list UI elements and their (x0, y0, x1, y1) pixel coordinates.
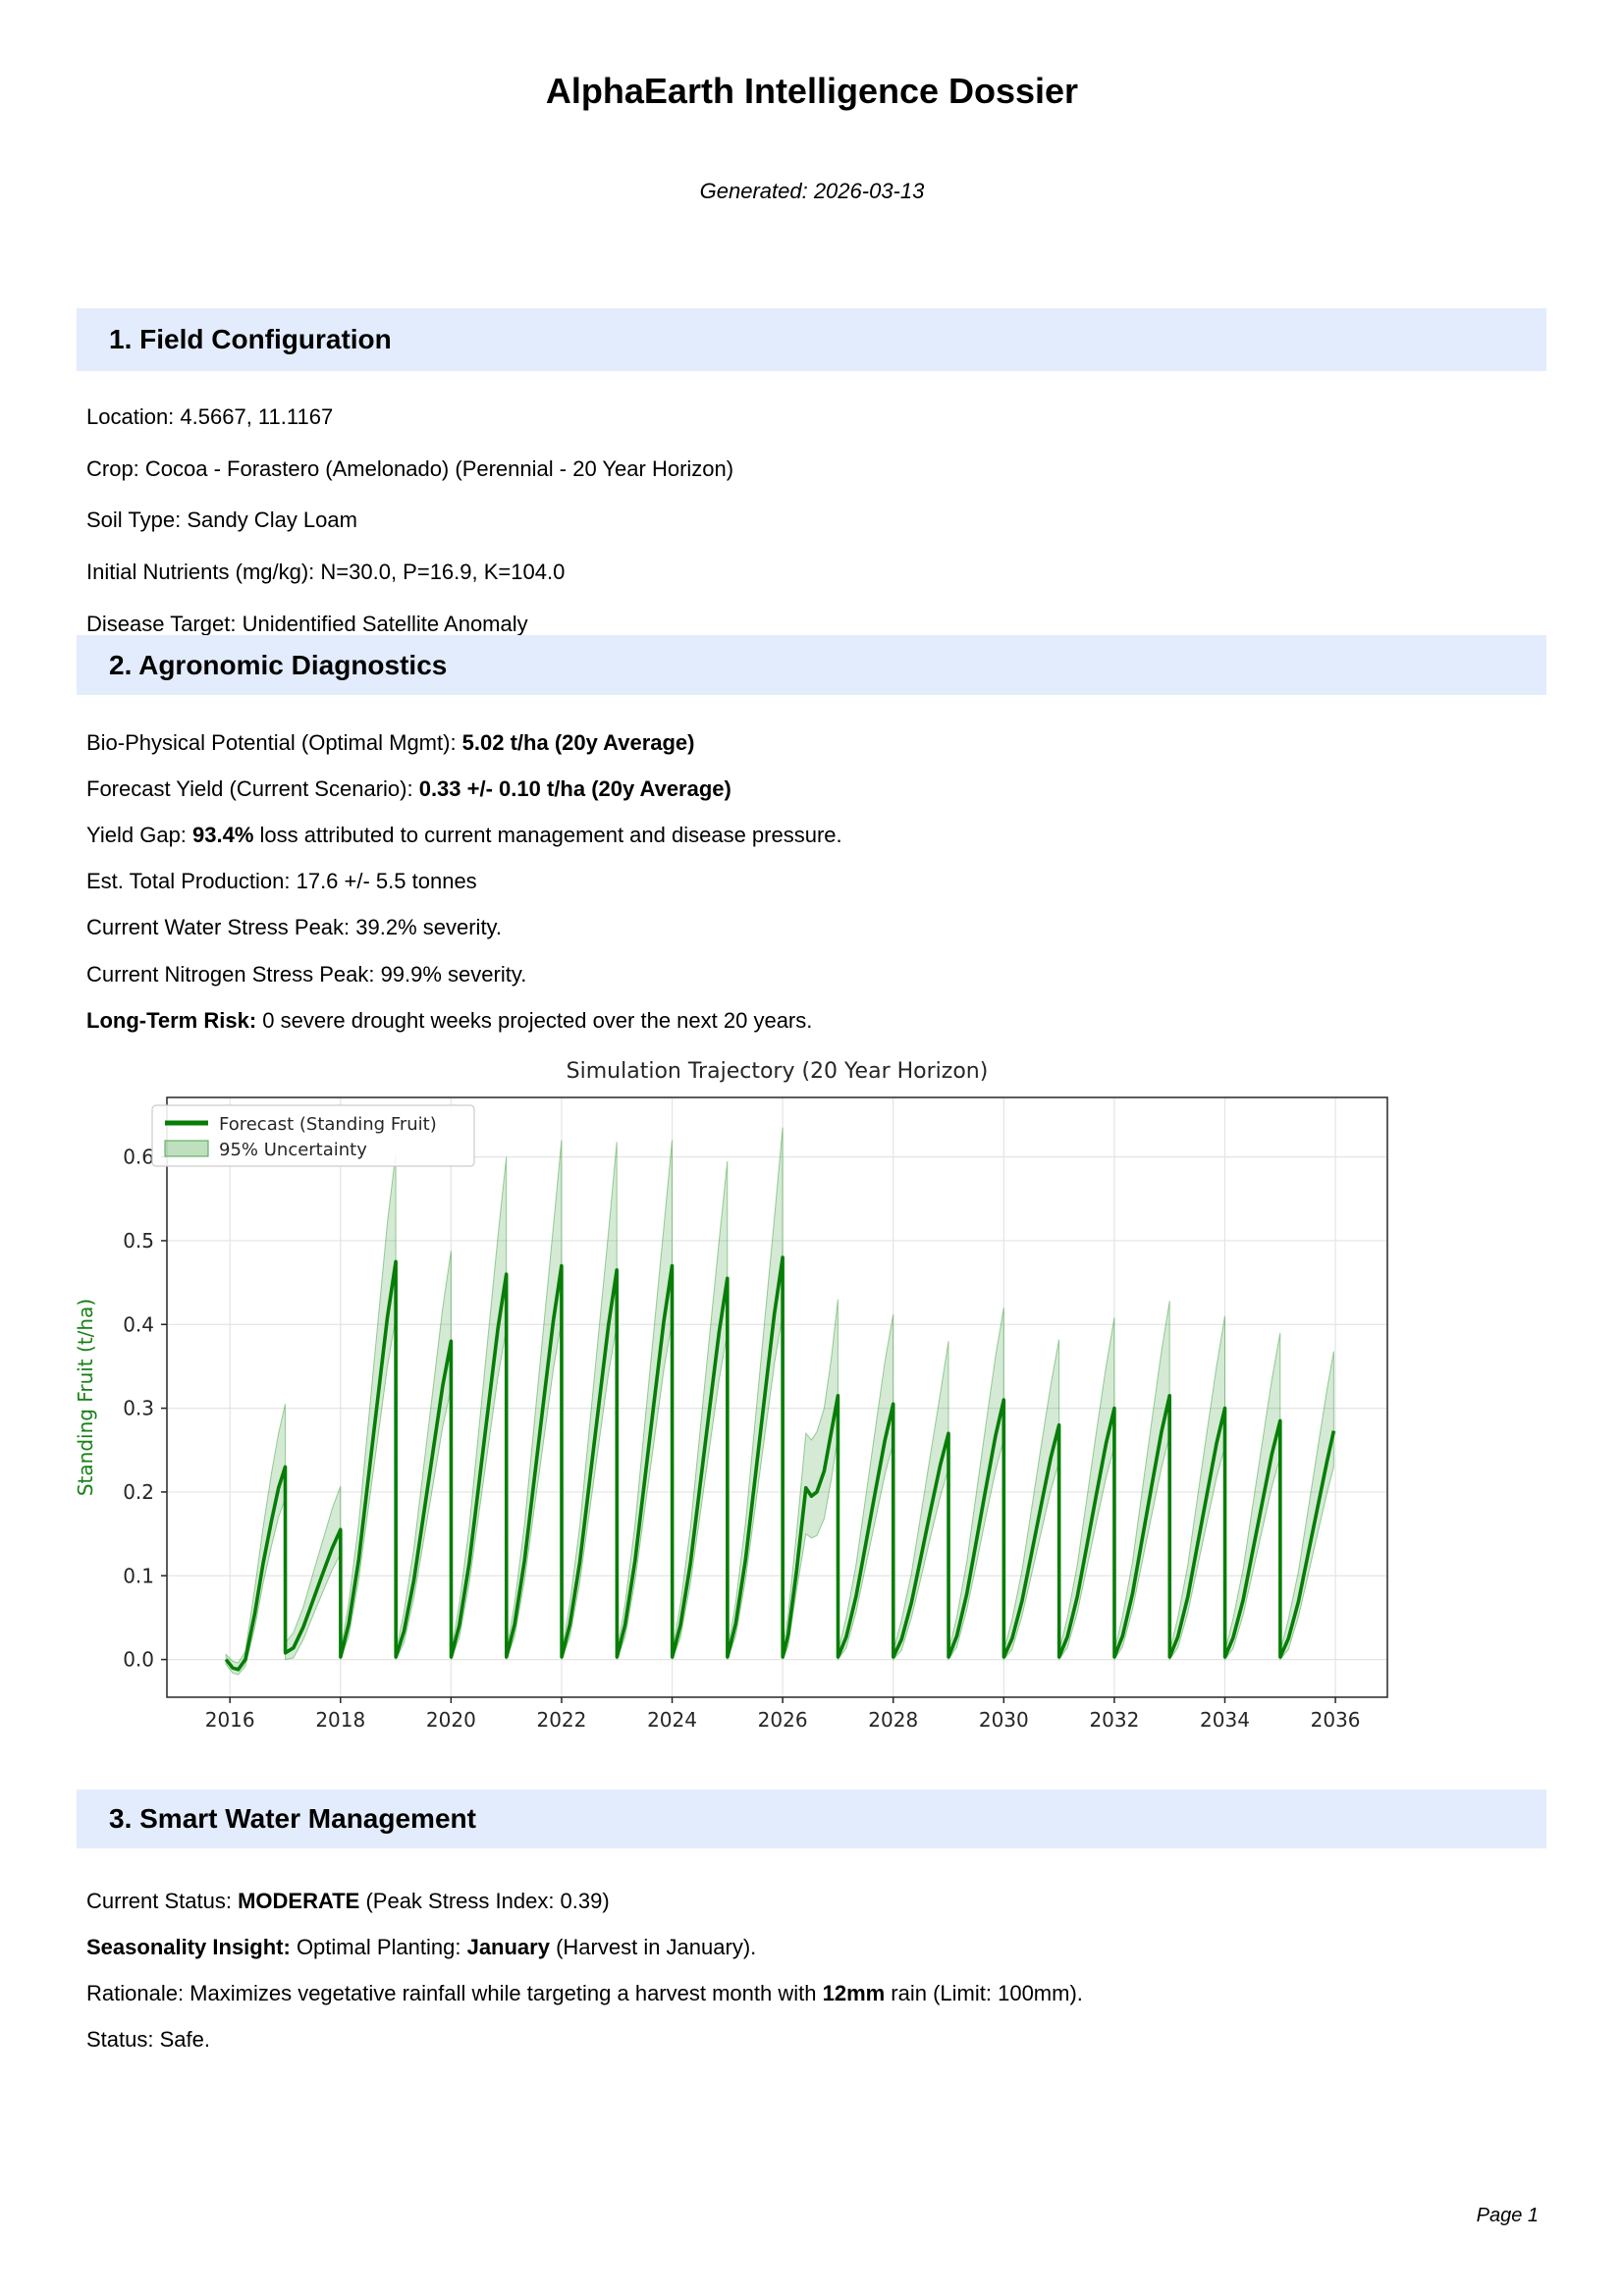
svg-text:0.6: 0.6 (123, 1146, 154, 1169)
chart-legend: Forecast (Standing Fruit) 95% Uncertainty (151, 1104, 475, 1167)
report-text-line: Current Water Stress Peak: 39.2% severit… (86, 915, 503, 940)
svg-text:0.5: 0.5 (123, 1229, 154, 1253)
svg-text:2026: 2026 (758, 1708, 808, 1732)
report-text-line: Rationale: Maximizes vegetative rainfall… (86, 1980, 1083, 2005)
forecast-line (224, 1255, 1336, 1672)
report-text-line: Current Status: MODERATE (Peak Stress In… (86, 1888, 610, 1913)
section-heading-label: 3. Smart Water Management (109, 1803, 476, 1834)
svg-text:2018: 2018 (315, 1708, 365, 1732)
svg-text:0.1: 0.1 (123, 1564, 154, 1587)
document-title: AlphaEarth Intelligence Dossier (545, 71, 1079, 111)
report-text-line: Soil Type: Sandy Clay Loam (86, 507, 357, 533)
report-text-line: Est. Total Production: 17.6 +/- 5.5 tonn… (86, 869, 477, 894)
svg-text:2024: 2024 (647, 1708, 697, 1732)
svg-text:0.0: 0.0 (123, 1648, 154, 1672)
plot-border (166, 1096, 1388, 1698)
svg-text:0.3: 0.3 (123, 1397, 154, 1420)
svg-text:2032: 2032 (1089, 1708, 1139, 1732)
svg-text:2030: 2030 (979, 1708, 1029, 1732)
report-text-line: Long-Term Risk: 0 severe drought weeks p… (86, 1007, 813, 1033)
axis-ticks: 2016 2018 2020 2022 2024 2026 2028 2030 2032 2034… (123, 1146, 1360, 1732)
field-configuration-lines: Location: 4.5667, 11.1167 Crop: Cocoa - F… (86, 392, 1540, 650)
report-text-line: Yield Gap: 93.4% loss attributed to curr… (86, 822, 842, 847)
chart-y-axis-label: Standing Fruit (t/ha) (74, 1299, 97, 1496)
uncertainty-band (225, 1127, 1334, 1676)
svg-text:2022: 2022 (536, 1708, 586, 1732)
report-text-line: Seasonality Insight: Optimal Planting: J… (86, 1934, 757, 1959)
document-generated-date: Generated: 2026-03-13 (699, 179, 925, 203)
section-heading-label: 1. Field Configuration (109, 324, 392, 354)
report-text-line: Current Nitrogen Stress Peak: 99.9% seve… (86, 961, 527, 987)
svg-text:2016: 2016 (205, 1708, 255, 1732)
report-text-line: Initial Nutrients (mg/kg): N=30.0, P=16.… (86, 560, 566, 585)
legend-forecast-label: Forecast (Standing Fruit) (219, 1114, 437, 1135)
svg-text:0.2: 0.2 (123, 1480, 154, 1504)
report-text-line: Disease Target: Unidentified Satellite A… (86, 611, 528, 636)
svg-text:0.4: 0.4 (123, 1312, 154, 1336)
section-heading-agronomic-diagnostics: 2. Agronomic Diagnostics (77, 635, 1546, 695)
report-text-line: Forecast Yield (Current Scenario): 0.33 … (86, 775, 731, 801)
chart-title: Simulation Trajectory (20 Year Horizon) (567, 1059, 989, 1084)
legend-uncertainty-label: 95% Uncertainty (219, 1140, 367, 1160)
svg-text:2036: 2036 (1311, 1708, 1361, 1732)
report-text-line: Location: 4.5667, 11.1167 (86, 404, 334, 430)
agronomic-diagnostics-lines: Bio-Physical Potential (Optimal Mgmt): 5… (86, 720, 1540, 1043)
report-text-line: Bio-Physical Potential (Optimal Mgmt): 5… (86, 729, 695, 755)
svg-text:2028: 2028 (868, 1708, 918, 1732)
report-text-line: Status: Safe. (86, 2027, 210, 2053)
smart-water-management-lines: Current Status: MODERATE (Peak Stress In… (86, 1878, 1540, 2063)
legend-uncertainty-swatch (164, 1140, 209, 1157)
simulation-trajectory-chart: 2016 2018 2020 2022 2024 2026 2028 2030 2032 2034… (74, 1059, 1388, 1732)
svg-text:2020: 2020 (426, 1708, 476, 1732)
page-number: Page 1 (1476, 2205, 1539, 2226)
svg-text:2034: 2034 (1200, 1708, 1250, 1732)
section-heading-label: 2. Agronomic Diagnostics (109, 649, 448, 680)
section-heading-field-configuration: 1. Field Configuration (77, 308, 1546, 371)
section-heading-smart-water-management: 3. Smart Water Management (77, 1789, 1546, 1848)
report-text-line: Crop: Cocoa - Forastero (Amelonado) (Per… (86, 455, 734, 481)
